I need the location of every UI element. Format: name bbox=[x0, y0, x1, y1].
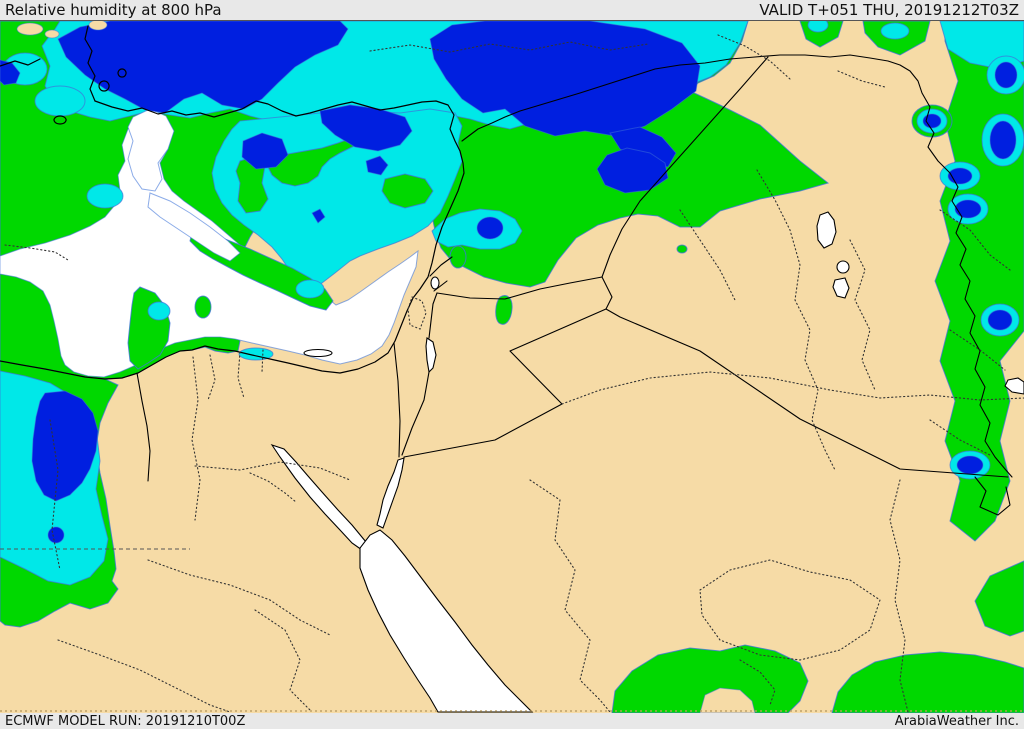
border-iraq-saudi bbox=[601, 276, 1009, 478]
coastline-greek-islands bbox=[0, 58, 127, 125]
border-jordan-river bbox=[401, 292, 438, 456]
blue-spot-syria bbox=[476, 216, 504, 240]
border-syria-iraq bbox=[601, 56, 769, 278]
blue-spot-iran-1 bbox=[994, 61, 1018, 89]
blue-lobe-sea-1 bbox=[241, 132, 289, 170]
footer-bar: ECMWF MODEL RUN: 20191210T00Z ArabiaWeat… bbox=[0, 713, 1024, 729]
lake-tharthar bbox=[816, 211, 837, 249]
bardawil-lagoon bbox=[303, 348, 333, 358]
border-israel-egypt bbox=[393, 342, 401, 458]
model-run-label: ECMWF MODEL RUN: 20191210T00Z bbox=[5, 713, 246, 729]
green-region-iran-lower bbox=[974, 560, 1024, 637]
header-bar: Relative humidity at 800 hPa VALID T+051… bbox=[0, 0, 1024, 21]
admin-egypt-2 bbox=[194, 461, 351, 481]
green-region-saudi-east bbox=[831, 651, 1024, 713]
admin-syria-ne bbox=[717, 34, 886, 88]
brand-label: ArabiaWeather Inc. bbox=[894, 713, 1019, 729]
tan-islet-aegean-3 bbox=[88, 21, 108, 31]
red-sea bbox=[359, 529, 534, 713]
country-borders bbox=[136, 54, 1013, 516]
admin-egypt-4 bbox=[57, 639, 231, 713]
sea-of-galilee bbox=[430, 276, 440, 290]
tan-islet-aegean-2 bbox=[44, 29, 60, 39]
map-title: Relative humidity at 800 hPa bbox=[5, 0, 222, 19]
admin-turkey-1 bbox=[369, 41, 649, 53]
admin-egypt-1 bbox=[191, 356, 201, 521]
lake-razzaza bbox=[832, 277, 850, 299]
admin-saudi-loop bbox=[699, 559, 881, 661]
dead-sea bbox=[425, 337, 437, 374]
cyan-tip-tongue bbox=[295, 279, 325, 299]
admin-iraq-3 bbox=[849, 239, 876, 391]
border-lebanon bbox=[429, 256, 453, 292]
cyan-core-sea-lobe bbox=[147, 301, 171, 321]
water-bodies bbox=[270, 211, 1024, 713]
admin-nw-saudi bbox=[529, 479, 611, 713]
admin-sinai bbox=[249, 472, 297, 503]
admin-borders bbox=[0, 34, 1024, 713]
border-kuwait bbox=[974, 476, 1011, 516]
persian-gulf-tip bbox=[1004, 377, 1024, 395]
blue-spot-iran-4 bbox=[954, 199, 982, 219]
blue-region-west-anatolia bbox=[57, 21, 349, 114]
blue-spot-iran-5 bbox=[987, 309, 1013, 331]
admin-libya-1 bbox=[4, 244, 69, 571]
coastline-main bbox=[0, 100, 465, 380]
admin-iraq-2 bbox=[679, 209, 736, 301]
blue-spot-iran-6 bbox=[956, 455, 984, 475]
border-egypt-libya bbox=[136, 372, 151, 482]
blue-spot-aegean bbox=[0, 59, 21, 86]
green-dot-syria-east bbox=[676, 244, 688, 254]
dry-air-holes bbox=[127, 108, 241, 262]
coastlines bbox=[0, 25, 465, 380]
land-islets bbox=[16, 21, 756, 713]
admin-nile-delta bbox=[207, 349, 264, 401]
blue-dot-sea bbox=[311, 208, 326, 224]
blue-region-libya bbox=[31, 390, 99, 502]
tan-islet-aegean-1 bbox=[16, 22, 44, 36]
green-islet-sea bbox=[194, 295, 212, 319]
cyan-streak-core-1 bbox=[807, 21, 829, 33]
coastline-west-turkey bbox=[84, 25, 96, 102]
blue-lobe-sea-3 bbox=[365, 155, 389, 176]
admin-west-bank bbox=[407, 296, 427, 330]
tan-notch-saudi bbox=[699, 687, 756, 713]
green-region-saudi-mid bbox=[611, 644, 809, 713]
blue-dot-libya bbox=[47, 526, 65, 544]
lake-habbaniyah bbox=[836, 260, 850, 274]
valid-time-label: VALID T+051 THU, 20191212T03Z bbox=[759, 0, 1019, 19]
admin-saudi-south bbox=[739, 659, 776, 706]
border-jordan-syria bbox=[436, 276, 603, 300]
admin-iraq-1 bbox=[756, 169, 836, 471]
cyan-patch-egypt-coast bbox=[238, 347, 274, 361]
admin-egypt-3 bbox=[147, 559, 331, 636]
admin-saudi-east bbox=[889, 479, 909, 713]
green-spot-hermon bbox=[449, 245, 467, 269]
cyan-streak-core-2 bbox=[880, 22, 910, 40]
gulf-of-aqaba bbox=[376, 457, 405, 529]
white-hole-sw-turkey bbox=[127, 108, 175, 192]
map-canvas bbox=[0, 21, 1024, 713]
admin-saudi-north-arc bbox=[561, 371, 1024, 405]
admin-iran-1 bbox=[929, 209, 1011, 456]
green-ring-east-cyprus bbox=[381, 173, 434, 209]
cyan-patch-nw-1 bbox=[34, 85, 86, 117]
blue-spot-iran-2 bbox=[989, 120, 1017, 160]
white-channel-sw-turkey bbox=[147, 192, 241, 262]
admin-egypt-5 bbox=[254, 609, 311, 711]
humidity-map-svg bbox=[0, 21, 1024, 713]
border-turkey-syria-iraq-iran bbox=[461, 54, 1013, 478]
cyan-patch-nw-3 bbox=[86, 183, 124, 209]
